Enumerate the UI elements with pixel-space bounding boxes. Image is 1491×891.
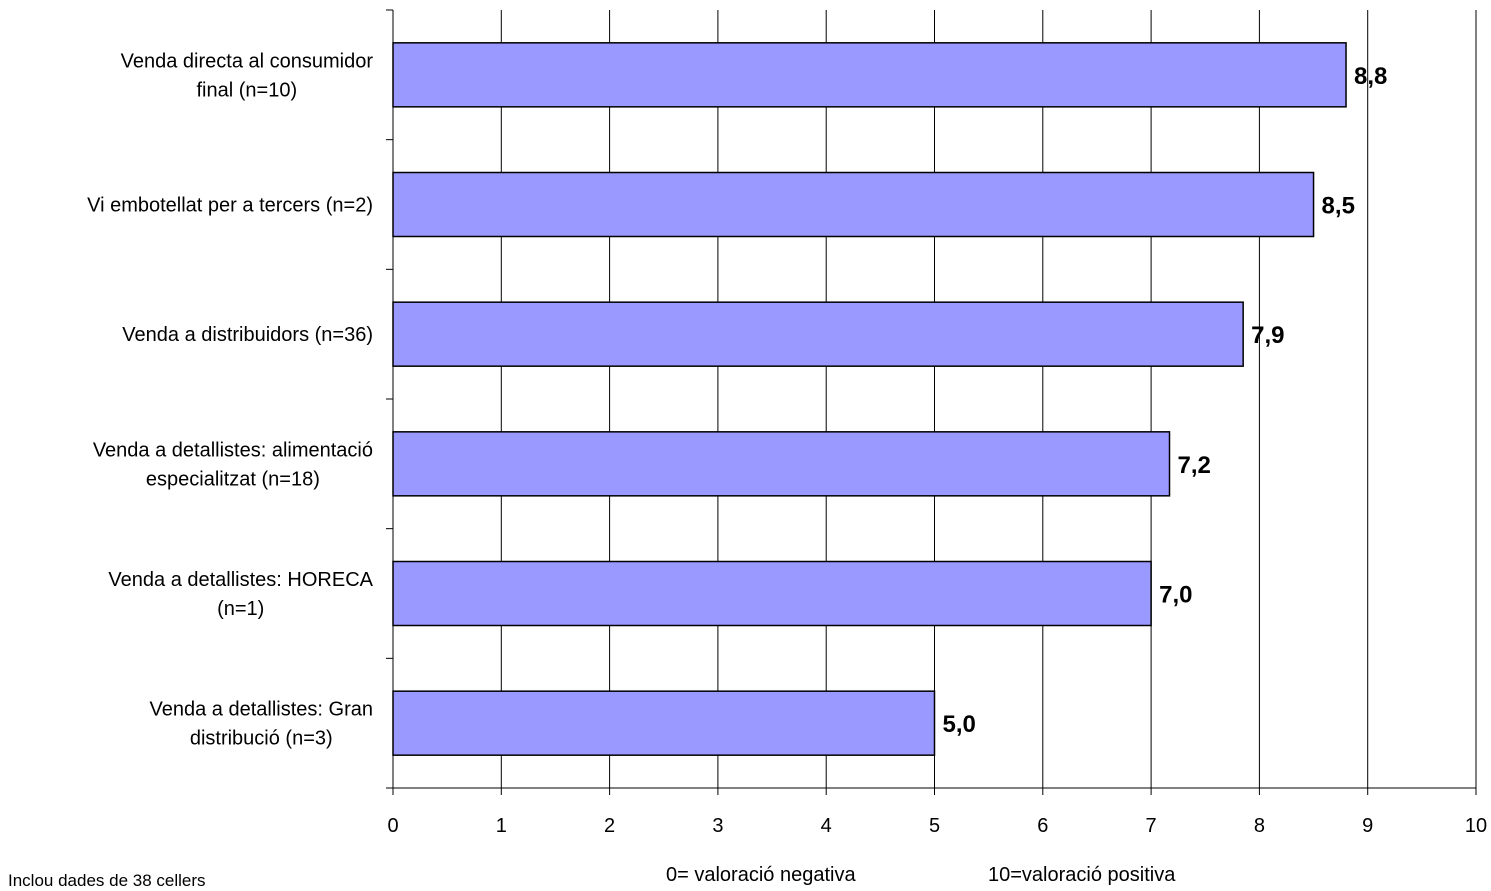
x-tick-label: 5 <box>929 815 940 837</box>
x-tick-label: 3 <box>712 815 723 837</box>
data-label: 7,0 <box>1159 582 1192 609</box>
labels: 8,8 Venda directa al consumidor final (n=1… <box>87 50 1487 837</box>
category-label: Venda a distribuidors (n=36) <box>122 324 373 346</box>
x-tick-label: 1 <box>496 815 507 837</box>
x-tick-label: 6 <box>1037 815 1048 837</box>
data-label: 7,9 <box>1251 322 1284 349</box>
data-label: 8,8 <box>1354 63 1387 90</box>
bar <box>392 42 1347 108</box>
data-label: 7,2 <box>1178 452 1211 479</box>
scale-positive-caption: 10=valoració positiva <box>988 864 1176 886</box>
bar <box>392 301 1244 367</box>
category-label: Venda directa al consumidor <box>121 50 374 72</box>
x-tick-label: 7 <box>1146 815 1157 837</box>
category-label: (n=1) <box>217 598 264 620</box>
x-tick-label: 10 <box>1465 815 1487 837</box>
bar <box>392 171 1315 238</box>
x-tick-label: 8 <box>1254 815 1265 837</box>
category-label: Venda a detallistes: Gran <box>150 699 373 721</box>
footnote: Inclou dades de 38 cellers <box>8 871 206 890</box>
x-tick-label: 0 <box>387 815 398 837</box>
bar <box>392 560 1152 627</box>
data-label: 5,0 <box>943 711 976 738</box>
category-label: final (n=10) <box>197 79 298 101</box>
category-label: Vi embotellat per a tercers (n=2) <box>87 195 373 217</box>
gridlines <box>500 10 1477 788</box>
scale-negative-caption: 0= valoració negativa <box>666 864 856 886</box>
x-tick-label: 2 <box>604 815 615 837</box>
axes <box>386 9 1477 795</box>
category-label: distribució (n=3) <box>190 728 333 750</box>
bar <box>392 690 936 756</box>
data-label: 8,5 <box>1322 193 1355 220</box>
bar <box>392 431 1171 497</box>
x-tick-label: 9 <box>1362 815 1373 837</box>
category-label: Venda a detallistes: HORECA <box>108 569 373 591</box>
category-label: Venda a detallistes: alimentació <box>93 439 373 461</box>
bars <box>392 42 1347 756</box>
x-tick-label: 4 <box>821 815 832 837</box>
category-label: especialitzat (n=18) <box>146 468 320 490</box>
